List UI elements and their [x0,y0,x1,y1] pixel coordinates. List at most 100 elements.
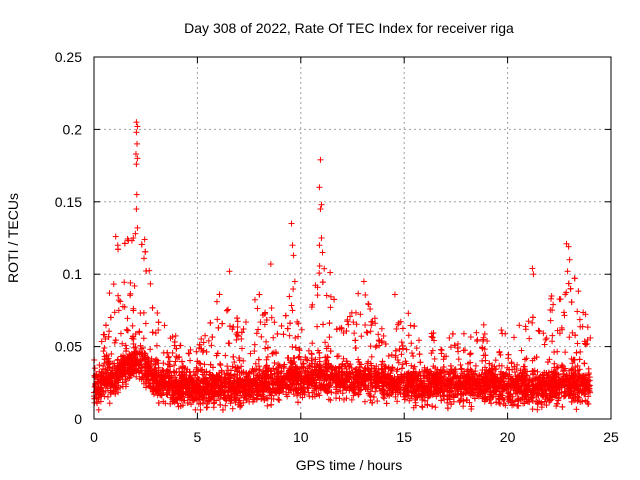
data-point [106,290,113,297]
data-point [480,321,487,328]
data-point [121,240,128,247]
data-point [117,330,124,337]
data-point [447,362,454,369]
data-point [187,357,194,364]
data-point [298,326,305,333]
data-point [217,401,224,408]
data-point [467,334,474,341]
data-point [261,321,268,328]
data-point [467,350,474,357]
data-point [457,361,464,368]
data-point [119,340,126,347]
data-point [585,365,592,372]
data-point [496,348,503,355]
data-point [198,335,205,342]
data-point [460,330,467,337]
data-point [542,336,549,343]
data-point [255,326,262,333]
data-point [131,282,138,289]
data-point [352,337,359,344]
data-point [529,406,536,413]
data-point [367,343,374,350]
data-point [169,349,176,356]
data-point [584,324,591,331]
data-point [275,396,282,403]
data-point [460,347,467,354]
data-point [534,406,541,413]
data-point [367,328,374,335]
data-point [398,339,405,346]
data-point [326,320,333,327]
data-point [262,345,269,352]
data-point [140,255,147,262]
data-point [179,358,186,365]
data-point [352,309,359,316]
data-point [142,320,149,327]
data-point [214,316,221,323]
data-point [316,262,323,269]
data-point [419,393,426,400]
data-point [573,406,580,413]
data-point [110,281,117,288]
data-point [115,292,122,299]
data-point [288,302,295,309]
data-point [251,341,258,348]
data-point [568,299,575,306]
data-point [328,389,335,396]
data-point [322,339,329,346]
data-point [362,291,369,298]
data-point [418,403,425,410]
data-point [205,337,212,344]
data-point [112,337,119,344]
data-point [571,275,578,282]
data-point [253,330,260,337]
data-point [153,342,160,349]
data-point [152,330,159,337]
data-point [108,350,115,357]
data-point [547,317,554,324]
data-point [217,360,224,367]
data-point [581,360,588,367]
data-point [147,280,154,287]
data-point [121,279,128,286]
data-point [546,356,553,363]
data-point [282,312,289,319]
data-point [379,358,386,365]
data-point [529,314,536,321]
data-point [294,392,301,399]
data-point [361,398,368,405]
data-point [336,395,343,402]
data-point [446,334,453,341]
data-point [573,349,580,356]
data-point [351,330,358,337]
chart-title: Day 308 of 2022, Rate Of TEC Index for r… [184,20,514,36]
data-point [474,336,481,343]
data-point [291,278,298,285]
data-point [123,326,130,333]
data-point [309,340,316,347]
data-point [264,402,271,409]
data-point [314,292,321,299]
data-point [289,343,296,350]
data-point [233,336,240,343]
data-point [320,321,327,328]
data-point [210,404,217,411]
data-point [140,335,147,342]
data-point [213,298,220,305]
data-point [323,292,330,299]
data-point [106,328,113,335]
data-point [411,363,418,370]
data-point [518,347,525,354]
data-point [375,331,382,338]
data-point [215,324,222,331]
data-point [271,319,278,326]
data-point [444,399,451,406]
data-point [522,326,529,333]
data-point [408,350,415,357]
data-point [149,304,156,311]
data-point [399,325,406,332]
data-point [385,352,392,359]
data-point [383,400,390,407]
data-point [511,398,518,405]
